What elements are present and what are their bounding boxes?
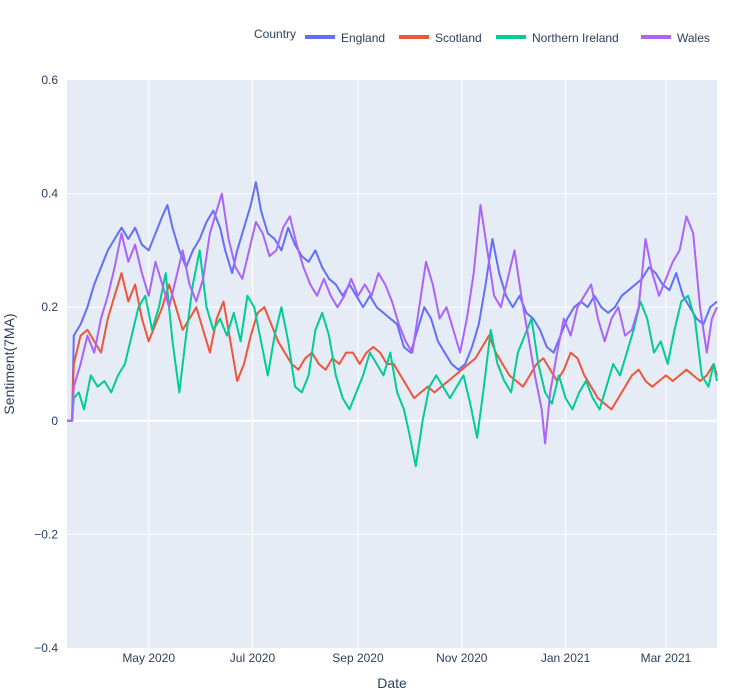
x-tick-label: Mar 2021 [641,651,692,665]
y-axis-title: Sentiment(7MA) [1,313,17,414]
series-line-wales[interactable] [67,192,718,445]
y-tick-label: 0.6 [41,73,58,87]
x-tick-label: Jul 2020 [230,651,276,665]
y-tick-label: 0.2 [41,300,58,314]
series-line-northern-ireland[interactable] [67,249,718,468]
y-tick-label: −0.4 [34,641,58,655]
x-tick-label: Sep 2020 [332,651,384,665]
legend-title: Country [254,27,296,41]
x-tick-label: Jan 2021 [541,651,591,665]
legend-label: Wales [677,31,710,45]
y-tick-label: 0.4 [41,187,58,201]
legend-item-northern-ireland[interactable]: Northern Ireland [496,31,619,45]
legend-item-england[interactable]: England [305,31,385,45]
x-axis-title: Date [377,675,407,691]
legend[interactable]: Country England Scotland Northern Ireland W… [254,27,710,45]
x-tick-label: May 2020 [122,651,175,665]
series-lines [67,181,718,468]
x-axis-ticks: May 2020 Jul 2020 Sep 2020 Nov 2020 Jan 2021… [122,651,691,665]
legend-item-wales[interactable]: Wales [641,31,710,45]
legend-item-scotland[interactable]: Scotland [399,31,482,45]
legend-label: Scotland [435,31,482,45]
y-tick-label: −0.2 [34,527,58,541]
gridlines [67,80,717,648]
y-axis-ticks: 0.6 0.4 0.2 0 −0.2 −0.4 [34,73,58,655]
y-tick-label: 0 [51,414,58,428]
series-line-scotland[interactable] [67,272,718,422]
series-line-england[interactable] [67,181,718,422]
legend-label: Northern Ireland [532,31,619,45]
x-tick-label: Nov 2020 [436,651,488,665]
legend-label: England [341,31,385,45]
